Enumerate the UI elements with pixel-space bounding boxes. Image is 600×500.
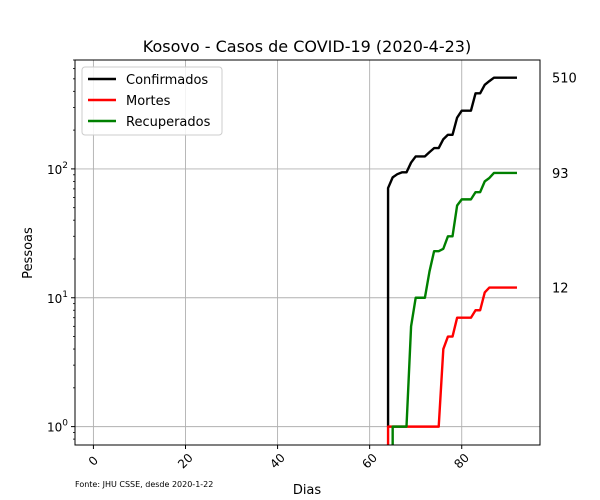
legend-entry: Confirmados	[126, 73, 208, 88]
chart-title: Kosovo - Casos de COVID-19 (2020-4-23)	[143, 37, 471, 56]
series-layer	[386, 76, 517, 445]
plot-frame	[74, 59, 541, 446]
legend-box	[81, 66, 223, 136]
series-line-recuperados	[391, 171, 517, 445]
y-axis-ticks: 100 101 102	[47, 59, 75, 440]
legend-entry: Mortes	[126, 94, 171, 109]
legend-entry: Recuperados	[126, 115, 211, 130]
y-tick-label: 101	[47, 290, 68, 306]
source-note: Fonte: JHU CSSE, desde 2020-1-22	[75, 480, 213, 489]
y-tick-label: 100	[47, 419, 68, 435]
end-labels: 510 12 93	[552, 72, 577, 297]
end-label-recuperados: 93	[552, 167, 569, 182]
end-label-mortes: 12	[552, 282, 569, 297]
x-axis-label: Dias	[293, 483, 322, 498]
legend: Confirmados Mortes Recuperados	[81, 66, 223, 136]
y-axis-label: Pessoas	[21, 227, 36, 279]
series-line-confirmados	[386, 76, 517, 427]
y-tick-label: 102	[47, 161, 68, 177]
end-label-confirmados: 510	[552, 72, 577, 87]
